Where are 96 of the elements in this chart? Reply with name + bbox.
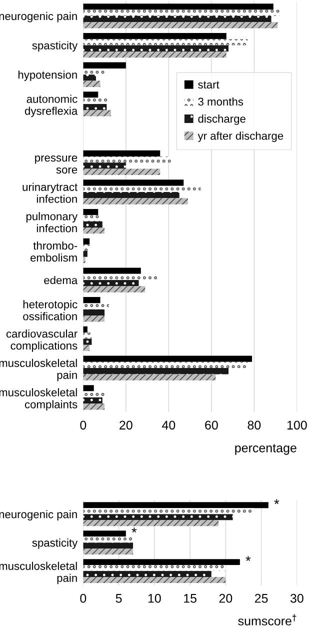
bar	[83, 45, 229, 52]
legend-label: 3 months	[198, 97, 244, 106]
bar	[83, 520, 219, 526]
bar	[83, 238, 90, 245]
bar	[83, 374, 216, 380]
x-tick-label: 10	[148, 594, 161, 603]
bar	[83, 68, 107, 75]
bar	[83, 514, 233, 520]
x-tick-label: 60	[205, 420, 218, 430]
bar	[83, 51, 226, 58]
bar	[83, 62, 126, 68]
x-tick-label: 15	[184, 594, 196, 603]
x-axis-title: sumscore$^{†}$	[238, 614, 296, 626]
bar	[83, 391, 105, 398]
bar	[83, 4, 274, 10]
bar	[83, 250, 88, 257]
bar	[83, 16, 272, 22]
bar	[83, 326, 88, 333]
legend-label: discharge	[198, 114, 246, 125]
x-axis-title: percentage	[235, 444, 296, 455]
bar	[83, 316, 105, 322]
bar	[83, 542, 134, 549]
bar	[83, 192, 180, 198]
bar	[83, 156, 171, 163]
bar	[83, 576, 226, 583]
bar	[83, 221, 102, 228]
bar	[83, 356, 252, 362]
bar	[83, 309, 105, 316]
bar	[83, 180, 184, 186]
x-tick-label: 0	[80, 420, 86, 430]
annotation: *	[132, 528, 137, 533]
y-tick-label: pulmonary infection	[26, 212, 78, 232]
bar	[83, 268, 141, 274]
y-tick-label: spasticity	[32, 538, 78, 549]
legend-label: yr after discharge	[198, 132, 284, 142]
bar	[83, 344, 90, 352]
bar	[83, 74, 96, 81]
y-tick-label: pressure sore	[35, 156, 78, 174]
bar	[83, 559, 240, 566]
bar	[83, 209, 98, 216]
bar	[83, 385, 94, 392]
bar	[83, 227, 105, 234]
y-tick-label: edema	[44, 276, 78, 284]
x-tick-label: 20	[120, 420, 132, 430]
bar	[83, 280, 139, 286]
bar	[83, 397, 102, 404]
bar	[83, 338, 92, 345]
bar	[83, 548, 134, 555]
x-tick-label: 40	[162, 420, 176, 430]
y-tick-label: hypotension	[18, 70, 77, 81]
bar	[83, 303, 109, 310]
y-tick-label: spasticity	[32, 41, 78, 52]
y-tick-label: heterotopic ossification	[23, 300, 78, 320]
x-tick-label: 25	[254, 594, 268, 603]
x-tick-label: 80	[248, 420, 261, 430]
bar	[83, 502, 268, 508]
bar	[83, 39, 248, 46]
bar	[83, 110, 111, 116]
bar	[83, 362, 248, 368]
bar	[83, 244, 90, 251]
bar	[83, 98, 109, 104]
bar	[83, 571, 212, 577]
bar	[83, 32, 226, 40]
x-tick-label: 5	[116, 594, 122, 603]
x-tick-label: 100	[287, 420, 307, 430]
bar	[83, 332, 92, 339]
y-tick-label: autonomic dysreflexia	[24, 94, 78, 118]
y-tick-label: urinarytract infection	[22, 182, 78, 203]
legend-label: start	[198, 81, 220, 89]
bar	[83, 286, 146, 292]
bar	[83, 368, 229, 374]
bar	[83, 10, 280, 16]
bar	[83, 508, 254, 514]
bar	[83, 22, 278, 28]
bar	[83, 404, 105, 410]
bar	[83, 186, 201, 192]
bar	[83, 168, 160, 175]
bar	[83, 92, 98, 98]
bar	[83, 104, 107, 110]
y-tick-label: thrombo- embolism	[30, 241, 78, 262]
bar	[83, 565, 226, 572]
x-tick-label: 30	[290, 594, 304, 603]
bar	[83, 297, 100, 304]
bar	[83, 162, 126, 169]
bar	[83, 536, 134, 543]
bar	[83, 530, 126, 537]
bar	[83, 274, 158, 280]
bar	[83, 215, 100, 222]
x-tick-label: 0	[80, 594, 86, 603]
annotation: *	[246, 556, 251, 561]
x-tick-label: 20	[219, 594, 232, 603]
bar	[83, 80, 100, 87]
bar	[83, 150, 160, 156]
annotation: *	[274, 499, 280, 504]
bar	[83, 198, 188, 204]
y-tick-label: cardiovascular complications	[6, 330, 78, 352]
